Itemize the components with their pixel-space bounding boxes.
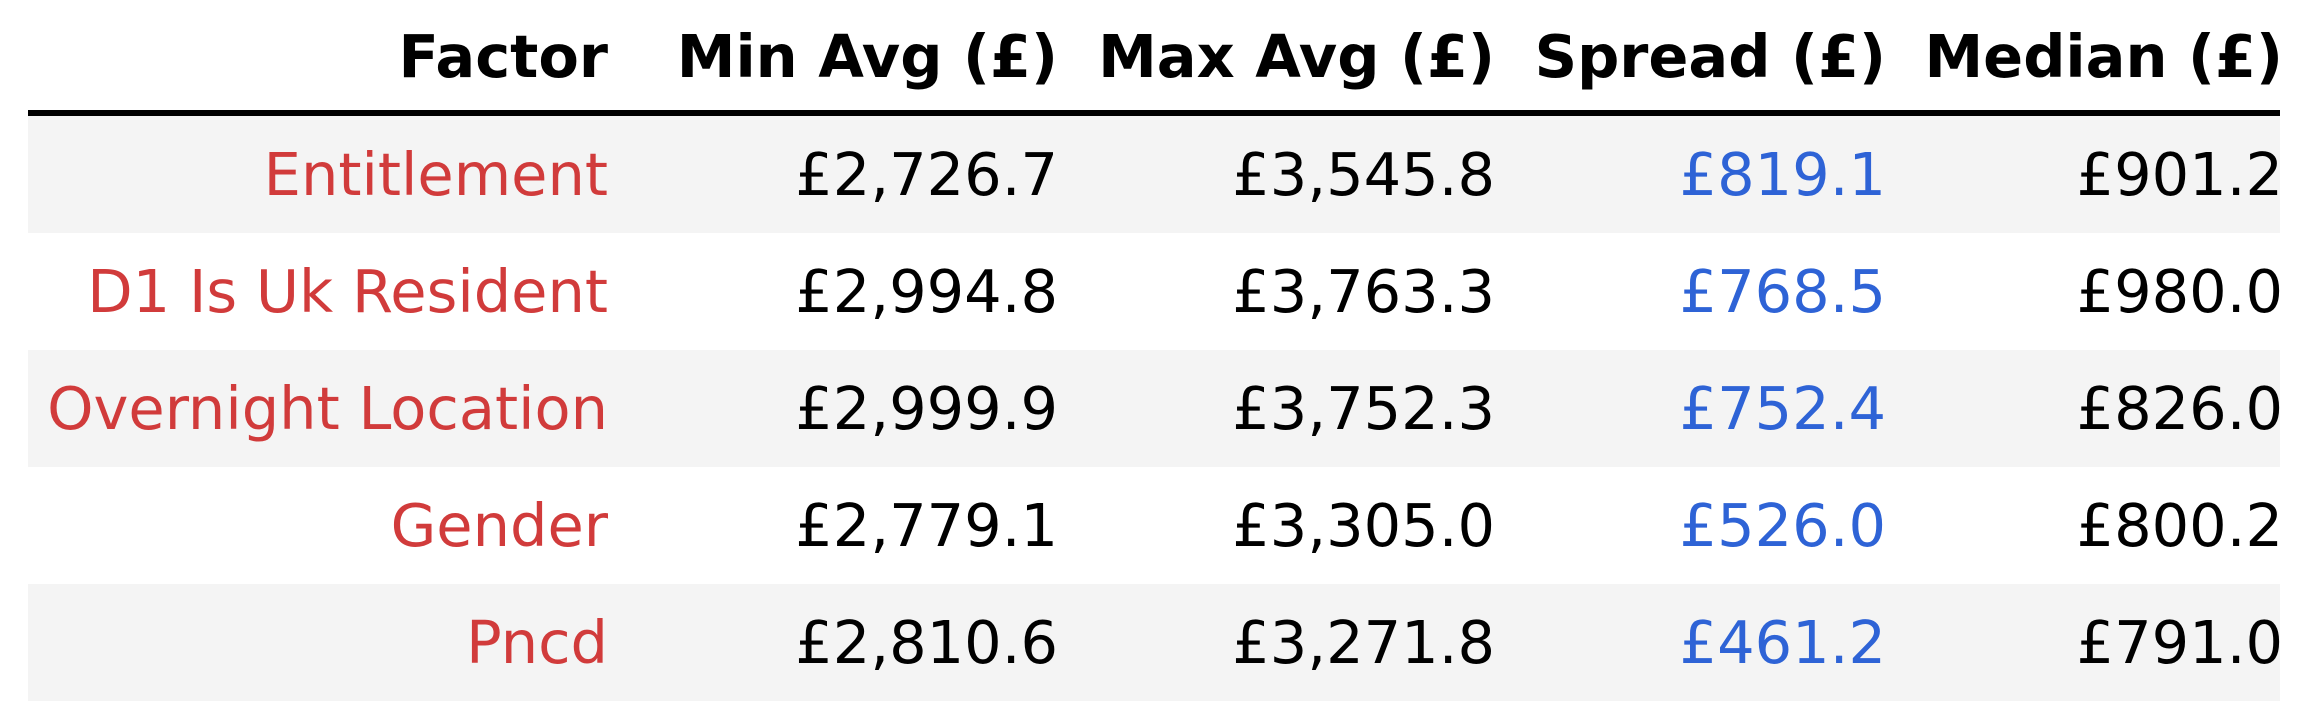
max-avg-cell: £3,545.8 xyxy=(1232,140,1495,209)
median-cell: £791.0 xyxy=(2076,608,2283,677)
factor-cell: D1 Is Uk Resident xyxy=(87,257,608,326)
header-max-avg: Max Avg (£) xyxy=(1098,21,1495,91)
header-factor: Factor xyxy=(398,21,608,91)
factor-cell: Pncd xyxy=(466,608,608,677)
spread-cell: £461.2 xyxy=(1679,608,1886,677)
median-cell: £901.2 xyxy=(2076,140,2283,209)
factor-cell: Gender xyxy=(390,491,608,560)
header-row: Factor Min Avg (£) Max Avg (£) Spread (£… xyxy=(28,0,2283,112)
max-avg-cell: £3,752.3 xyxy=(1232,374,1495,443)
table-row: Pncd £2,810.6 £3,271.8 £461.2 £791.0 xyxy=(28,584,2283,701)
spread-cell: £752.4 xyxy=(1679,374,1886,443)
table-row: Entitlement £2,726.7 £3,545.8 £819.1 £90… xyxy=(28,116,2283,233)
median-cell: £826.0 xyxy=(2076,374,2283,443)
max-avg-cell: £3,763.3 xyxy=(1232,257,1495,326)
spread-cell: £819.1 xyxy=(1679,140,1886,209)
min-avg-cell: £2,994.8 xyxy=(795,257,1058,326)
table-row: Gender £2,779.1 £3,305.0 £526.0 £800.2 xyxy=(28,467,2283,584)
median-cell: £800.2 xyxy=(2076,491,2283,560)
factor-cell: Entitlement xyxy=(263,140,608,209)
table-row: Overnight Location £2,999.9 £3,752.3 £75… xyxy=(28,350,2283,467)
header-rule xyxy=(28,110,2280,116)
header-spread: Spread (£) xyxy=(1534,21,1886,91)
max-avg-cell: £3,271.8 xyxy=(1232,608,1495,677)
median-cell: £980.0 xyxy=(2076,257,2283,326)
min-avg-cell: £2,810.6 xyxy=(795,608,1058,677)
header-median: Median (£) xyxy=(1924,21,2283,91)
min-avg-cell: £2,779.1 xyxy=(795,491,1058,560)
data-table: Factor Min Avg (£) Max Avg (£) Spread (£… xyxy=(28,0,2283,112)
table-row: D1 Is Uk Resident £2,994.8 £3,763.3 £768… xyxy=(28,233,2283,350)
header-min-avg: Min Avg (£) xyxy=(676,21,1058,91)
min-avg-cell: £2,999.9 xyxy=(795,374,1058,443)
spread-cell: £768.5 xyxy=(1679,257,1886,326)
max-avg-cell: £3,305.0 xyxy=(1232,491,1495,560)
table-body: Entitlement £2,726.7 £3,545.8 £819.1 £90… xyxy=(28,116,2283,701)
factor-cell: Overnight Location xyxy=(47,374,608,443)
min-avg-cell: £2,726.7 xyxy=(795,140,1058,209)
spread-cell: £526.0 xyxy=(1679,491,1886,560)
